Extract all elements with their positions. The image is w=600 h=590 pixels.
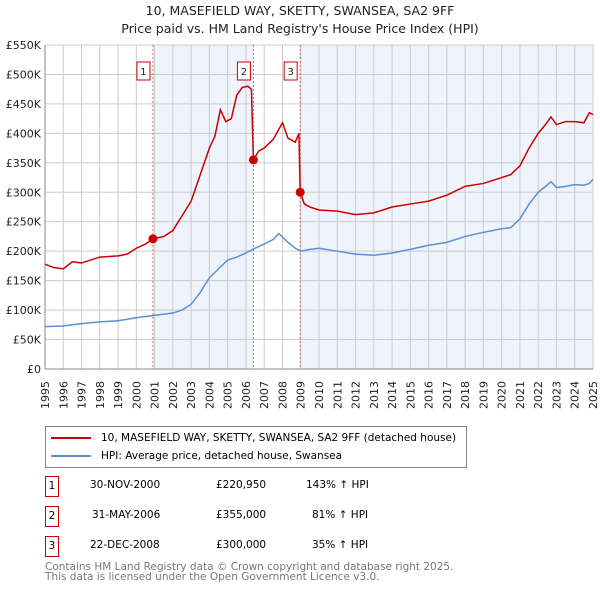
legend: 10, MASEFIELD WAY, SKETTY, SWANSEA, SA2 … xyxy=(45,426,467,468)
y-tick-label: £250K xyxy=(6,216,42,229)
y-tick-label: £50K xyxy=(13,334,42,347)
x-tick-label: 2008 xyxy=(276,381,289,409)
x-tick-label: 2021 xyxy=(514,381,527,409)
shaded-period xyxy=(152,45,254,369)
sale-price: £355,000 xyxy=(216,509,267,521)
sale-marker: 1 xyxy=(45,476,59,497)
legend-label: HPI: Average price, detached house, Swan… xyxy=(101,450,343,462)
legend-swatch-blue xyxy=(51,455,91,457)
sale-point xyxy=(248,155,258,165)
annotation-box xyxy=(236,61,251,81)
x-tick-label: 2016 xyxy=(423,381,436,409)
sale-date: 30-NOV-2000 xyxy=(90,479,161,491)
x-tick-label: 2014 xyxy=(386,381,399,409)
sale-hpi: 143% ↑ HPI xyxy=(306,479,369,491)
price-chart: 1995 1996 1997 1998 1999 2000 2001 2002 2003 2004… xyxy=(6,39,600,409)
y-tick-label: £300K xyxy=(6,186,42,199)
x-tick-label: 1999 xyxy=(112,381,125,409)
legend-swatch-red xyxy=(51,437,91,439)
sale-marker: 3 xyxy=(45,536,59,557)
x-tick-label: 1995 xyxy=(39,381,52,409)
x-tick-label: 2005 xyxy=(222,381,235,409)
y-tick-label: £100K xyxy=(6,304,42,317)
x-tick-label: 2025 xyxy=(587,381,600,409)
sale-row: 1 30-NOV-2000 £220,950 143% ↑ HPI xyxy=(45,476,545,497)
sale-date: 22-DEC-2008 xyxy=(90,539,160,551)
annotation-label: 1 xyxy=(140,67,146,78)
legend-label: 10, MASEFIELD WAY, SKETTY, SWANSEA, SA2 … xyxy=(101,432,457,444)
legend-item-property: 10, MASEFIELD WAY, SKETTY, SWANSEA, SA2 … xyxy=(46,429,456,447)
y-tick-label: £450K xyxy=(6,98,42,111)
footer-licence: This data is licensed under the Open Gov… xyxy=(45,571,380,583)
y-tick-label: £0 xyxy=(27,363,41,376)
y-tick-label: £400K xyxy=(6,127,42,140)
sale-row: 2 31-MAY-2006 £355,000 81% ↑ HPI xyxy=(45,506,545,527)
footer-copyright: Contains HM Land Registry data © Crown c… xyxy=(45,561,454,573)
sale-point xyxy=(295,187,305,197)
x-tick-label: 2007 xyxy=(258,381,271,409)
x-tick-label: 2010 xyxy=(313,381,326,409)
y-tick-label: £500K xyxy=(6,68,42,81)
x-tick-label: 1997 xyxy=(76,381,89,409)
sale-point xyxy=(148,234,158,244)
chart-subtitle: Price paid vs. HM Land Registry's House … xyxy=(121,21,479,36)
x-tick-label: 2001 xyxy=(149,381,162,409)
x-tick-label: 2024 xyxy=(569,381,582,409)
sale-hpi: 81% ↑ HPI xyxy=(312,509,369,521)
x-tick-label: 2002 xyxy=(167,381,180,409)
y-tick-label: £550K xyxy=(6,39,42,52)
y-tick-label: £350K xyxy=(6,157,42,170)
annotation-label: 2 xyxy=(241,67,247,78)
x-tick-label: 2022 xyxy=(532,381,545,409)
x-tick-label: 2011 xyxy=(331,381,344,409)
sale-hpi: 35% ↑ HPI xyxy=(312,539,369,551)
x-tick-label: 2023 xyxy=(550,381,563,409)
x-tick-label: 2009 xyxy=(295,381,308,409)
hpi-line xyxy=(44,178,594,328)
x-tick-label: 2017 xyxy=(441,381,454,409)
sale-price: £300,000 xyxy=(216,539,267,551)
x-tick-label: 2013 xyxy=(368,381,381,409)
legend-item-hpi: HPI: Average price, detached house, Swan… xyxy=(46,447,342,465)
y-tick-label: £200K xyxy=(6,245,42,258)
x-tick-label: 1998 xyxy=(94,381,107,409)
annotation-box xyxy=(136,61,151,81)
x-tick-label: 2006 xyxy=(240,381,253,409)
x-tick-label: 2000 xyxy=(130,381,143,409)
x-tick-label: 2020 xyxy=(496,381,509,409)
sale-row: 3 22-DEC-2008 £300,000 35% ↑ HPI xyxy=(45,536,545,557)
sale-price: £220,950 xyxy=(216,479,267,491)
x-tick-label: 2019 xyxy=(477,381,490,409)
chart-title: 10, MASEFIELD WAY, SKETTY, SWANSEA, SA2 … xyxy=(145,3,455,18)
x-tick-label: 2004 xyxy=(203,381,216,409)
y-tick-label: £150K xyxy=(6,275,42,288)
sale-marker: 2 xyxy=(45,506,59,527)
x-tick-label: 1996 xyxy=(57,381,70,409)
annotation-label: 3 xyxy=(287,67,293,78)
annotation-box xyxy=(283,61,298,81)
x-tick-label: 2012 xyxy=(350,381,363,409)
sale-date: 31-MAY-2006 xyxy=(92,509,161,521)
x-tick-label: 2018 xyxy=(459,381,472,409)
x-tick-label: 2015 xyxy=(404,381,417,409)
x-tick-label: 2003 xyxy=(185,381,198,409)
